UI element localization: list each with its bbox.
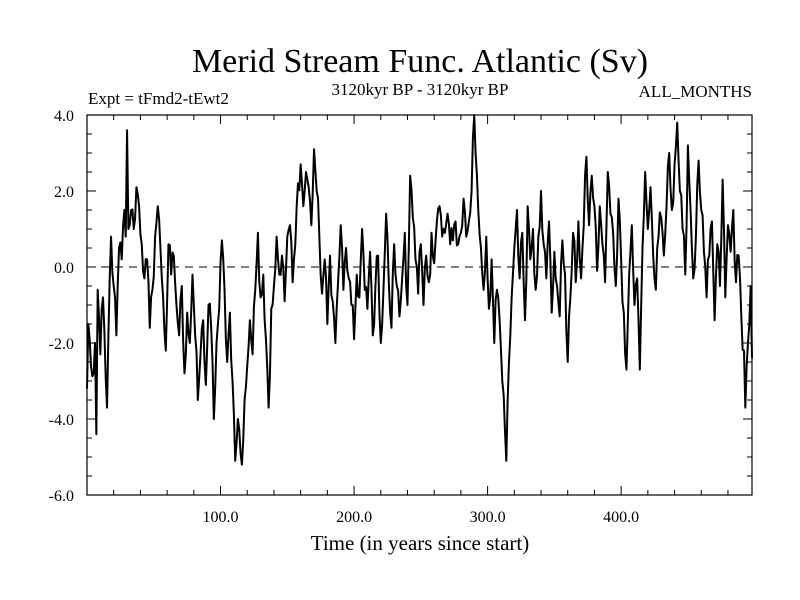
y-tick-label: -4.0 — [49, 412, 74, 429]
y-tick-label: -6.0 — [49, 488, 74, 505]
months-label: ALL_MONTHS — [639, 82, 752, 101]
x-tick-label: 200.0 — [336, 509, 372, 526]
y-tick-label: 2.0 — [54, 184, 74, 201]
x-tick-label: 400.0 — [603, 509, 639, 526]
y-tick-label: 4.0 — [54, 108, 74, 125]
plot-frame — [86, 114, 753, 496]
chart-title: Merid Stream Func. Atlantic (Sv) — [192, 43, 648, 80]
experiment-label: Expt = tFmd2-tEwt2 — [88, 89, 229, 108]
series-line-merid-stream-func — [86, 114, 753, 466]
series-group — [86, 114, 753, 466]
x-axis-label: Time (in years since start) — [311, 531, 530, 555]
x-tick-label: 100.0 — [203, 509, 239, 526]
y-tick-label: 0.0 — [54, 260, 74, 277]
period-label: 3120kyr BP - 3120kyr BP — [332, 80, 509, 99]
x-tick-label: 300.0 — [470, 509, 506, 526]
x-axis: 100.0 200.0 300.0 400.0 — [113, 115, 729, 526]
y-axis: -6.0 -4.0 -2.0 0.0 2.0 4.0 — [49, 108, 752, 505]
y-tick-label: -2.0 — [49, 336, 74, 353]
